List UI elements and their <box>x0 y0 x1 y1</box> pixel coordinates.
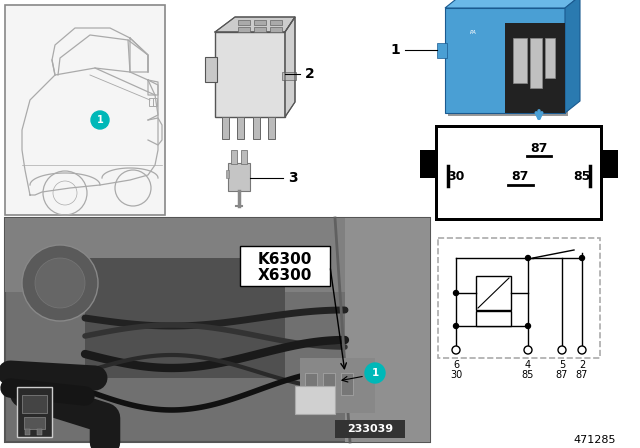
Circle shape <box>35 258 85 308</box>
Text: 6: 6 <box>453 360 459 370</box>
Text: 3: 3 <box>288 171 298 185</box>
Polygon shape <box>565 0 580 113</box>
Circle shape <box>579 255 584 260</box>
Circle shape <box>524 346 532 354</box>
Bar <box>323 373 335 395</box>
Text: 471285: 471285 <box>573 435 616 445</box>
Bar <box>305 373 317 395</box>
Bar <box>22 395 47 413</box>
Circle shape <box>452 346 460 354</box>
Polygon shape <box>285 17 295 117</box>
Circle shape <box>558 346 566 354</box>
Bar <box>226 170 229 178</box>
Bar <box>240 246 330 286</box>
Text: 2: 2 <box>305 67 315 81</box>
Bar <box>345 218 430 442</box>
Text: 30: 30 <box>447 169 465 182</box>
Bar <box>513 38 527 83</box>
Text: K6300: K6300 <box>258 253 312 267</box>
Bar <box>505 23 565 113</box>
Bar <box>228 163 250 191</box>
Text: 87: 87 <box>576 370 588 380</box>
Bar <box>476 276 511 310</box>
Circle shape <box>365 363 385 383</box>
Bar <box>37 429 42 435</box>
Bar <box>24 417 45 429</box>
Text: 2: 2 <box>579 360 585 370</box>
Bar <box>253 117 260 139</box>
Bar <box>254 20 266 25</box>
Bar <box>25 429 30 435</box>
Bar <box>270 20 282 25</box>
Bar <box>530 38 542 88</box>
Text: 87: 87 <box>511 169 529 182</box>
Bar <box>445 8 565 113</box>
Circle shape <box>525 323 531 328</box>
Bar <box>222 117 229 139</box>
Text: 85: 85 <box>522 370 534 380</box>
Bar <box>237 117 244 139</box>
Bar <box>241 150 247 164</box>
Circle shape <box>525 255 531 260</box>
Bar <box>5 5 165 215</box>
Text: 1: 1 <box>371 368 379 378</box>
Bar <box>438 128 600 218</box>
Bar <box>85 258 285 378</box>
Text: 5: 5 <box>559 360 565 370</box>
Circle shape <box>578 346 586 354</box>
Bar <box>5 218 430 442</box>
Bar <box>17 387 52 437</box>
Bar <box>603 150 618 178</box>
Text: PA: PA <box>470 30 476 35</box>
Bar <box>295 386 335 414</box>
Bar <box>205 57 217 82</box>
Bar <box>238 27 250 32</box>
Bar <box>268 117 275 139</box>
Text: 1: 1 <box>390 43 400 57</box>
Bar <box>270 27 282 32</box>
Bar <box>282 72 296 80</box>
Bar <box>476 311 511 326</box>
Text: 85: 85 <box>573 169 591 182</box>
Bar <box>545 38 555 78</box>
Circle shape <box>454 323 458 328</box>
Bar <box>238 20 250 25</box>
Bar <box>437 43 447 58</box>
Text: X6300: X6300 <box>258 268 312 284</box>
Bar <box>435 125 603 221</box>
Bar <box>448 11 568 116</box>
Bar <box>341 373 353 395</box>
Text: 30: 30 <box>450 370 462 380</box>
Polygon shape <box>445 0 580 8</box>
Bar <box>215 32 285 117</box>
Bar <box>420 150 438 178</box>
Text: 4: 4 <box>525 360 531 370</box>
Bar <box>300 358 375 413</box>
Bar <box>149 98 153 106</box>
Bar <box>5 218 430 292</box>
Circle shape <box>22 245 98 321</box>
Bar <box>438 238 600 358</box>
Text: 233039: 233039 <box>347 424 393 434</box>
Text: 87: 87 <box>531 142 548 155</box>
Bar <box>254 27 266 32</box>
Circle shape <box>454 290 458 296</box>
Circle shape <box>91 111 109 129</box>
Text: 87: 87 <box>556 370 568 380</box>
Circle shape <box>46 259 74 287</box>
Bar <box>153 98 157 106</box>
Bar <box>231 150 237 164</box>
Polygon shape <box>215 17 295 32</box>
Bar <box>335 420 405 438</box>
Text: 1: 1 <box>97 115 104 125</box>
